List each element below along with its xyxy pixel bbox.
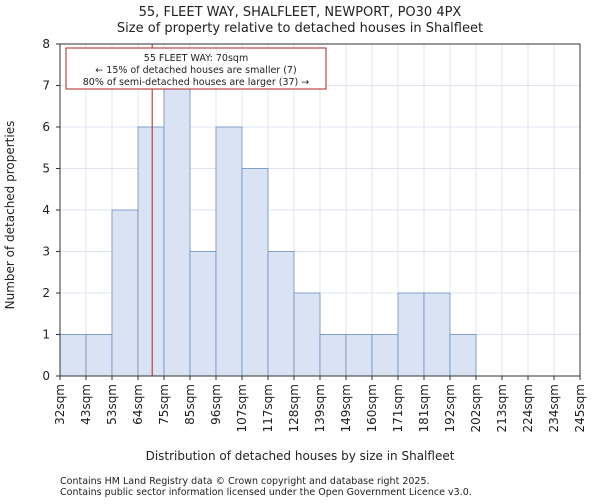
x-tick-label: 53sqm [105,384,119,425]
y-tick-label: 1 [42,328,50,342]
x-tick-label: 75sqm [157,384,171,425]
y-tick-label: 3 [42,245,50,259]
y-tick-label: 4 [42,203,50,217]
histogram-bar [59,334,87,377]
histogram-bar [111,209,139,377]
chart-title-line2: Size of property relative to detached ho… [117,21,483,36]
y-tick-label: 0 [42,369,50,383]
y-tick-label: 5 [42,162,50,176]
bars [59,85,477,377]
histogram-bar [423,292,451,377]
histogram-bar [449,334,477,377]
y-tick-label: 7 [42,79,50,93]
y-axis-label: Number of detached properties [3,121,17,310]
x-tick-label: 149sqm [339,384,353,432]
chart-title-line1: 55, FLEET WAY, SHALFLEET, NEWPORT, PO30 … [139,5,462,20]
x-tick-label: 160sqm [365,384,379,432]
x-tick-label: 192sqm [443,384,457,432]
x-tick-label: 64sqm [131,384,145,425]
x-tick-label: 181sqm [417,384,431,432]
histogram-bar [397,292,425,377]
histogram-bar [319,334,347,377]
annotation-line1: 55 FLEET WAY: 70sqm [144,53,248,64]
x-tick-label: 213sqm [495,384,509,432]
histogram-bar [163,85,191,377]
x-tick-label: 224sqm [521,384,535,432]
histogram-bar [189,251,217,377]
histogram-bar [215,126,243,377]
x-tick-label: 96sqm [209,384,223,425]
x-tick-label: 171sqm [391,384,405,432]
histogram-bar [371,334,399,377]
annotation-line3: 80% of semi-detached houses are larger (… [83,77,310,88]
histogram-bar [293,292,321,377]
x-tick-label: 234sqm [547,384,561,432]
histogram-bar [85,334,113,377]
histogram-bar [137,126,165,377]
x-tick-label: 85sqm [183,384,197,425]
y-tick-label: 8 [42,37,50,51]
annotation-border [65,47,327,90]
y-ticks: 0 1 2 3 4 5 6 7 8 [42,37,60,383]
x-ticks: 32sqm 43sqm 53sqm 64sqm 75sqm 85sqm 96sqm 107sq… [53,376,587,432]
histogram-bar [345,334,373,377]
annotation-line2: ← 15% of detached houses are smaller (7) [95,65,296,76]
x-tick-label: 32sqm [53,384,67,425]
y-tick-label: 6 [42,120,50,134]
histogram-bar [267,251,295,377]
annotation-box: 55 FLEET WAY: 70sqm ← 15% of detached ho… [65,47,327,90]
x-tick-label: 107sqm [235,384,249,432]
x-tick-label: 139sqm [313,384,327,432]
footer-line2: Contains public sector information licen… [60,487,472,498]
histogram-bar [241,168,269,377]
x-tick-label: 202sqm [469,384,483,432]
y-tick-label: 2 [42,286,50,300]
footer-line1: Contains HM Land Registry data © Crown c… [60,476,430,487]
x-tick-label: 245sqm [573,384,587,432]
x-axis-label: Distribution of detached houses by size … [146,449,455,463]
x-tick-label: 128sqm [287,384,301,432]
x-tick-label: 43sqm [79,384,93,425]
x-tick-label: 117sqm [261,384,275,432]
